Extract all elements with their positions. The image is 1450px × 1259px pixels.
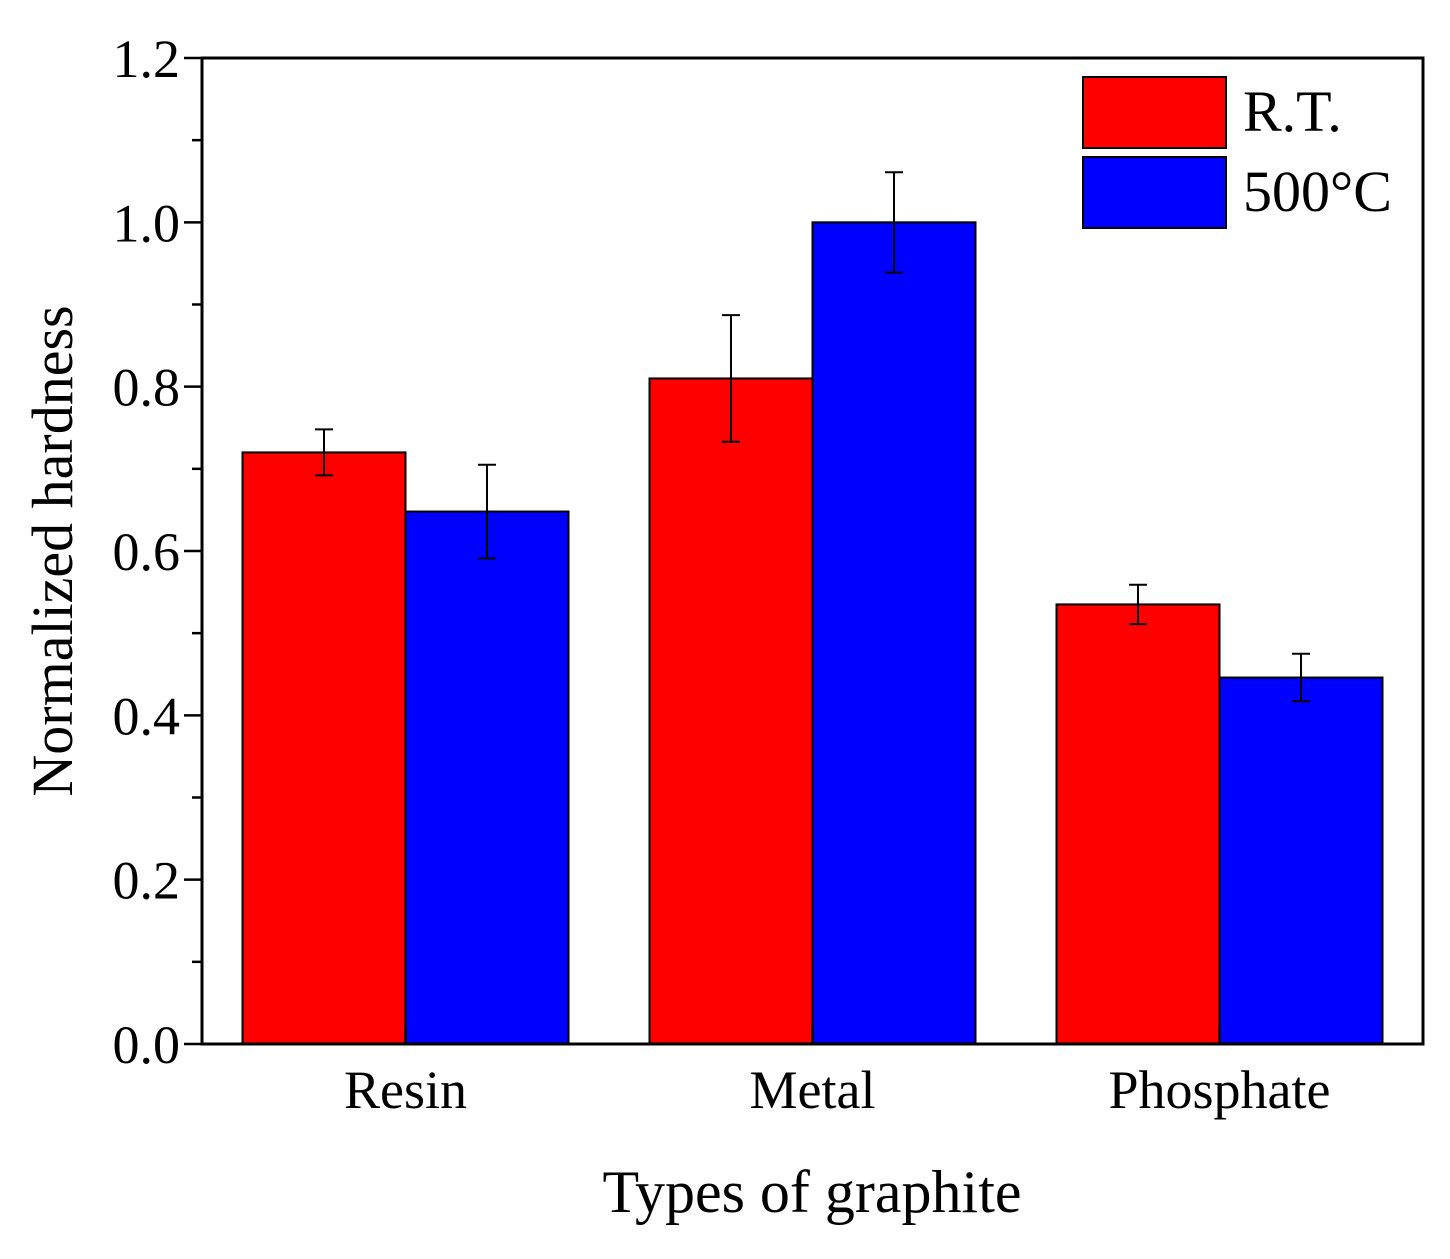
y-tick-label: 0.2 [113,851,181,911]
legend-swatch-series-0 [1082,76,1227,149]
y-tick-label: 0.0 [113,1015,181,1075]
bar-resin-series-0 [241,451,407,1045]
bar-metal-series-1 [811,221,977,1046]
error-bar-phosphate-series-0 [1129,583,1147,626]
x-tick-label-metal: Metal [750,1060,876,1120]
error-bars-layer [315,171,1310,703]
error-bar-resin-series-1 [478,463,496,560]
bar-metal-series-0 [648,377,814,1045]
x-tick-label-resin: Resin [344,1060,467,1120]
y-tick-label: 0.8 [113,358,181,418]
y-tick-label: 1.0 [113,193,181,253]
y-tick-label: 0.6 [113,522,181,582]
bars-layer [241,221,1384,1046]
bar-phosphate-series-1 [1218,676,1384,1046]
x-tick-label-phosphate: Phosphate [1109,1060,1331,1120]
error-bar-metal-series-0 [722,314,740,443]
legend-swatch-series-1 [1082,156,1227,229]
x-axis-title: Types of graphite [602,1159,1021,1225]
y-axis: 0.0 0.2 0.4 0.6 0.8 1.0 1.2 [113,29,202,1075]
y-tick-label: 0.4 [113,686,181,746]
y-axis-title: Normalized hardness [20,305,85,796]
error-bar-resin-series-0 [315,428,333,477]
x-axis: Resin Metal Phosphate [344,1028,1331,1120]
y-tick-label: 1.2 [113,29,181,89]
bar-phosphate-series-0 [1055,603,1221,1045]
error-bar-phosphate-series-1 [1292,652,1310,703]
bar-resin-series-1 [404,510,570,1045]
legend: R.T. 500°C [1082,76,1392,229]
legend-label-series-1: 500°C [1243,159,1392,224]
legend-label-series-0: R.T. [1243,79,1342,144]
error-bar-metal-series-1 [885,171,903,274]
